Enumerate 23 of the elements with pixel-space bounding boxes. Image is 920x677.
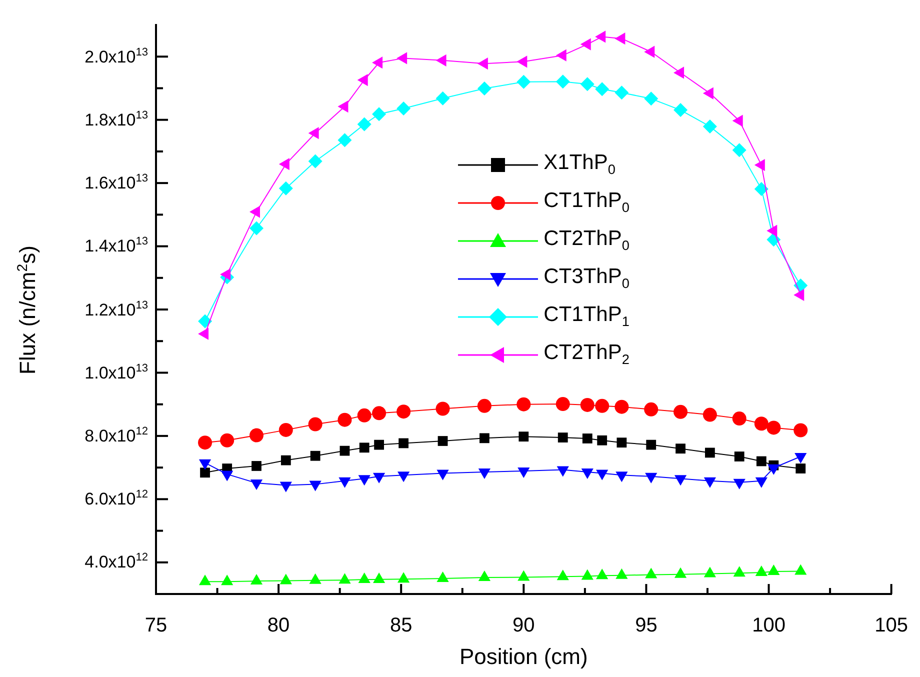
legend-label: CT2ThP$_{0}$	[544, 227, 630, 254]
legend-label: CT1ThP$_{0}$	[544, 189, 630, 216]
y-tick-label: 1.8x10$^{13}$	[84, 110, 148, 130]
y-tick-label: 1.6x10$^{13}$	[84, 172, 148, 194]
x-tick-label: 80	[267, 614, 290, 637]
y-tick-label: 6.0x10$^{12}$	[84, 488, 148, 510]
x-tick-label: 100	[752, 614, 786, 637]
legend-label: CT3ThP$_{0}$	[544, 265, 630, 292]
legend-label: CT2ThP$_{2}$	[544, 341, 630, 368]
y-tick-label: 4.0x10$^{12}$	[84, 552, 148, 573]
y-tick-label: 8.0x10$^{12}$	[84, 426, 148, 446]
legend-label: CT1ThP$_{1}$	[544, 303, 630, 330]
x-tick-label: 75	[144, 614, 168, 637]
x-tick-label: 90	[512, 614, 535, 637]
legend-label: X1ThP$_{0}$	[544, 151, 616, 178]
y-tick-label: 2.0x10$^{13}$	[84, 46, 148, 67]
x-tick-label: 105	[874, 614, 908, 637]
x-tick-label: 85	[390, 614, 412, 637]
y-tick-label: 1.0x10$^{13}$	[84, 362, 148, 384]
x-axis-title: Position (cm)	[459, 644, 588, 670]
y-tick-label: 1.4x10$^{13}$	[84, 236, 148, 257]
x-tick-label: 95	[635, 614, 658, 637]
y-tick-label: 1.2x10$^{13}$	[84, 299, 148, 320]
